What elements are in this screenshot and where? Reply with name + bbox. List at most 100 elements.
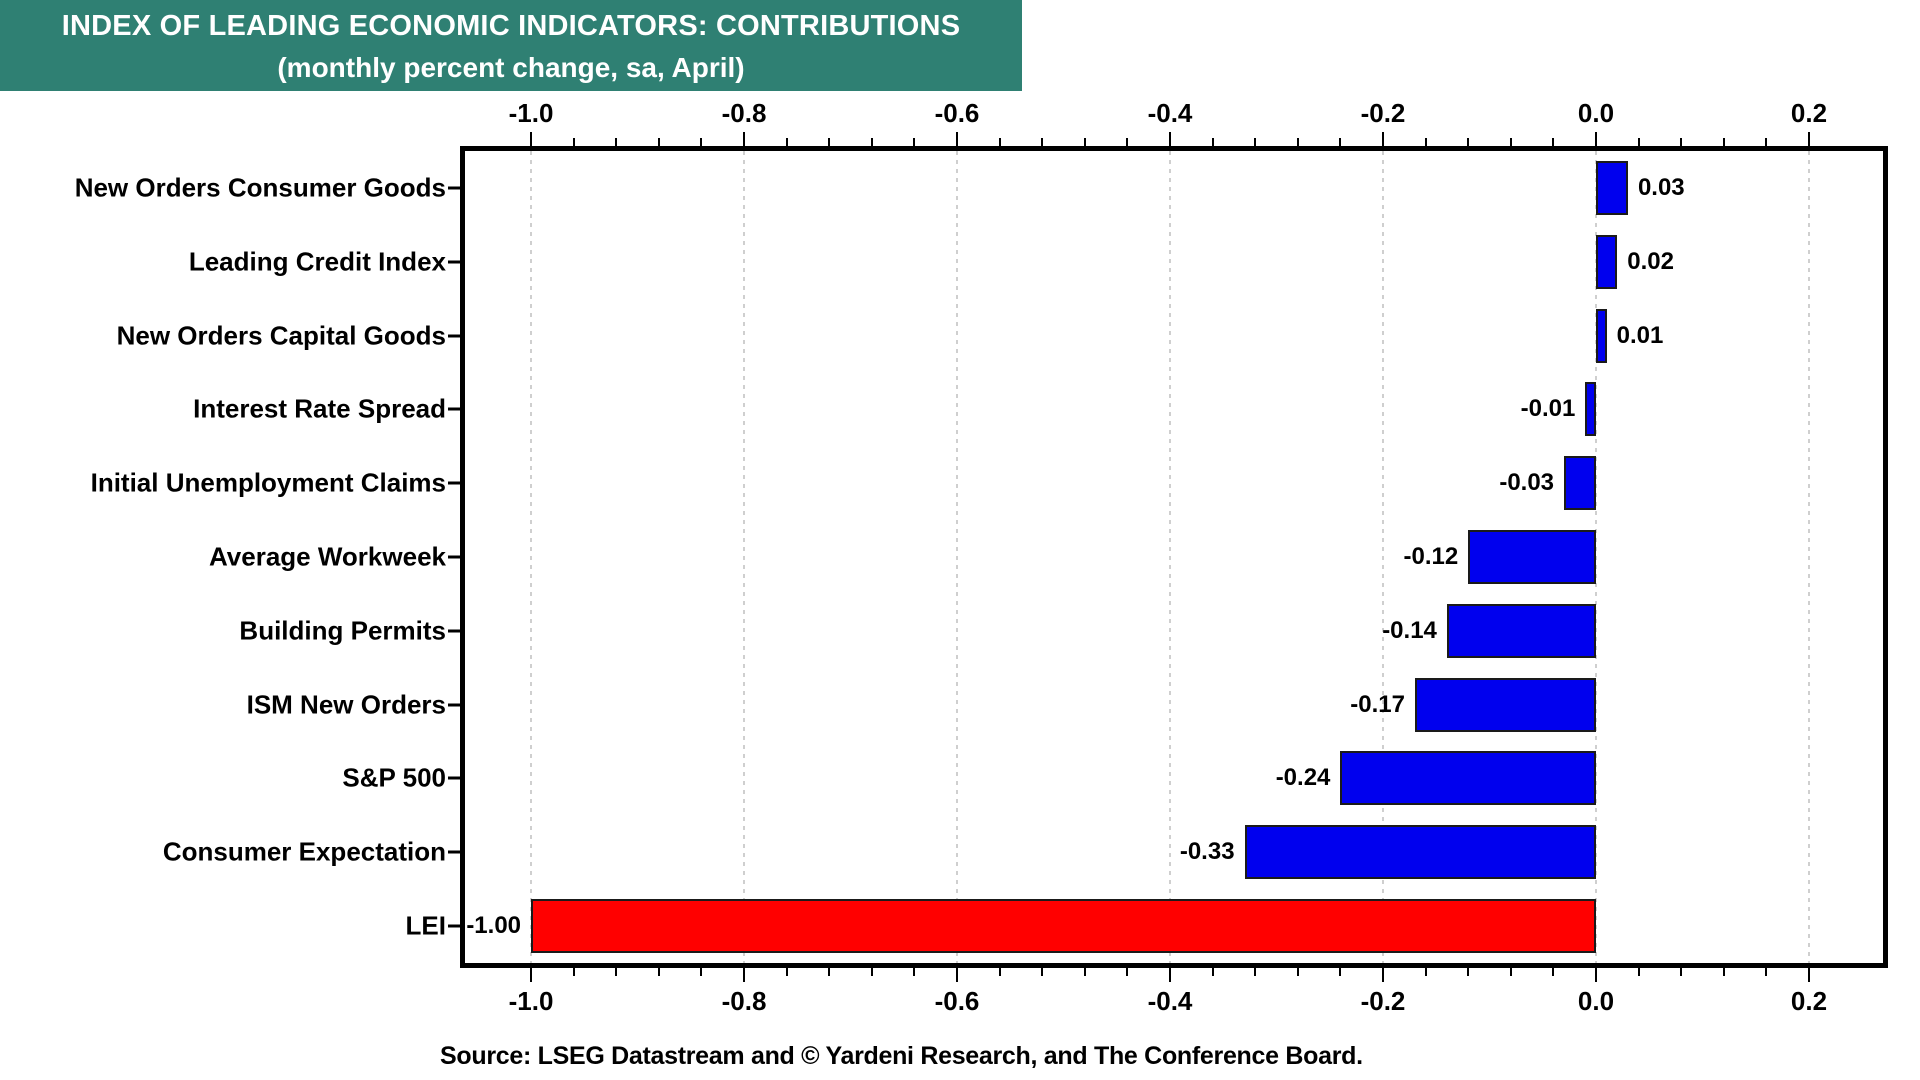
category-tick — [448, 555, 460, 559]
x-major-tick-bottom — [743, 968, 746, 982]
x-minor-tick-bottom — [700, 968, 703, 976]
x-major-tick-top — [1381, 132, 1384, 146]
x-minor-tick-bottom — [870, 968, 873, 976]
bar-consumer-expectation — [1244, 825, 1596, 880]
x-axis-label-bottom: -0.2 — [1360, 986, 1406, 1016]
x-minor-tick-top — [1765, 138, 1768, 146]
category-label-initial-unemployment-claims: Initial Unemployment Claims — [90, 467, 446, 498]
x-major-tick-top — [530, 132, 533, 146]
x-axis-label-top: 0.0 — [1577, 98, 1615, 128]
x-minor-tick-top — [657, 138, 660, 146]
x-minor-tick-top — [1339, 138, 1342, 146]
category-label-new-orders-capital-goods: New Orders Capital Goods — [116, 320, 446, 351]
category-tick — [448, 481, 460, 485]
x-gridline--0.2 — [1381, 151, 1384, 963]
x-minor-tick-bottom — [572, 968, 575, 976]
x-minor-tick-top — [828, 138, 831, 146]
category-tick — [448, 776, 460, 780]
x-major-tick-bottom — [1807, 968, 1810, 982]
bar-value-label: 0.02 — [1627, 247, 1674, 275]
x-major-tick-bottom — [1381, 968, 1384, 982]
x-axis-label-top: -0.8 — [721, 98, 767, 128]
x-major-tick-top — [1169, 132, 1171, 146]
bar-average-workweek — [1468, 530, 1596, 584]
category-label-lei: LEI — [405, 910, 446, 941]
category-label-consumer-expectation: Consumer Expectation — [162, 836, 446, 867]
x-minor-tick-bottom — [657, 968, 660, 976]
bar-value-label: -0.12 — [1403, 543, 1459, 570]
x-gridline--1.0 — [530, 151, 533, 963]
x-minor-tick-top — [998, 138, 1001, 146]
x-minor-tick-top — [1296, 138, 1299, 146]
chart-title-banner: INDEX OF LEADING ECONOMIC INDICATORS: CO… — [0, 0, 1022, 91]
category-label-new-orders-consumer-goods: New Orders Consumer Goods — [74, 172, 446, 203]
x-gridline--0.8 — [743, 151, 746, 963]
x-major-tick-top — [956, 132, 958, 146]
x-minor-tick-bottom — [1552, 968, 1555, 976]
x-minor-tick-top — [572, 138, 575, 146]
x-axis-label-bottom: 0.0 — [1577, 986, 1615, 1016]
x-axis-label-bottom: -1.0 — [508, 986, 554, 1016]
x-axis-label-top: -0.6 — [934, 98, 980, 128]
x-major-tick-bottom — [530, 968, 533, 982]
bar-leading-credit-index — [1595, 234, 1618, 289]
bar-building-permits — [1446, 603, 1596, 658]
category-tick — [448, 703, 460, 707]
bar-value-label: 0.03 — [1637, 173, 1685, 201]
bar-ism-new-orders — [1414, 677, 1596, 732]
x-minor-tick-bottom — [1722, 968, 1725, 976]
x-axis-label-bottom: 0.2 — [1790, 986, 1828, 1016]
x-minor-tick-top — [1552, 138, 1555, 146]
x-major-tick-bottom — [1169, 968, 1171, 982]
x-minor-tick-top — [785, 138, 788, 146]
x-major-tick-bottom — [956, 968, 958, 982]
x-major-tick-top — [743, 132, 746, 146]
x-minor-tick-top — [1211, 138, 1214, 146]
x-minor-tick-bottom — [1680, 968, 1683, 976]
x-axis-label-top: -0.2 — [1360, 98, 1406, 128]
plot-area: 0.03 0.02 0.01 -0.01 -0.03 -0.12 -0.14 -0.17 -0.… — [460, 146, 1888, 968]
x-minor-tick-bottom — [1637, 968, 1640, 976]
category-label-average-workweek: Average Workweek — [208, 541, 446, 572]
bar-value-label: -0.17 — [1350, 690, 1405, 718]
category-tick — [448, 629, 460, 633]
category-tick — [448, 924, 460, 928]
x-minor-tick-top — [870, 138, 873, 146]
category-tick — [448, 186, 460, 190]
x-gridline--0.4 — [1169, 151, 1171, 963]
x-minor-tick-bottom — [1509, 968, 1512, 976]
bar-new-orders-capital-goods — [1595, 308, 1607, 363]
category-tick — [448, 407, 460, 411]
x-axis-label-bottom: -0.8 — [721, 986, 767, 1016]
chart-subtitle: (monthly percent change, sa, April) — [277, 51, 745, 83]
x-gridline-0.2 — [1807, 151, 1810, 963]
x-minor-tick-top — [1722, 138, 1725, 146]
x-axis-label-bottom: -0.6 — [934, 986, 980, 1016]
category-label-s-p-500: S&P 500 — [342, 762, 446, 793]
x-minor-tick-top — [615, 138, 618, 146]
bar-value-label: -0.33 — [1179, 838, 1235, 866]
bar-s-p-500 — [1340, 751, 1596, 806]
bar-value-label: 0.01 — [1616, 321, 1664, 349]
bar-value-label: -0.03 — [1499, 469, 1555, 497]
bar-new-orders-consumer-goods — [1595, 160, 1628, 215]
bar-value-label: -0.01 — [1520, 395, 1576, 423]
category-label-leading-credit-index: Leading Credit Index — [188, 246, 446, 277]
x-minor-tick-top — [1083, 138, 1086, 146]
category-tick — [448, 334, 460, 338]
x-minor-tick-bottom — [1083, 968, 1086, 976]
source-note: Source: LSEG Datastream and © Yardeni Re… — [440, 1042, 1363, 1070]
x-minor-tick-top — [1041, 138, 1044, 146]
x-axis-label-top: -1.0 — [508, 98, 554, 128]
x-minor-tick-top — [1509, 138, 1512, 146]
x-minor-tick-bottom — [998, 968, 1001, 976]
x-minor-tick-bottom — [1765, 968, 1768, 976]
x-minor-tick-bottom — [1424, 968, 1427, 976]
x-minor-tick-bottom — [1339, 968, 1342, 976]
x-major-tick-top — [1594, 132, 1597, 146]
x-minor-tick-bottom — [913, 968, 916, 976]
x-minor-tick-bottom — [1296, 968, 1299, 976]
chart-title: INDEX OF LEADING ECONOMIC INDICATORS: CO… — [61, 9, 961, 42]
x-minor-tick-top — [1680, 138, 1683, 146]
x-minor-tick-bottom — [1254, 968, 1257, 976]
